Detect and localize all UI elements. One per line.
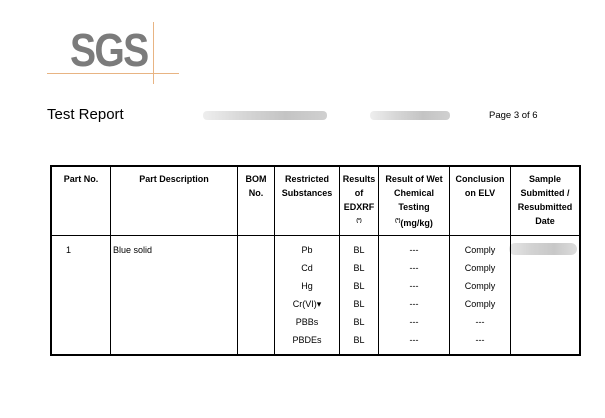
wet-label: Result of Wet Chemical Testing [385, 174, 443, 212]
col-wet: Result of Wet Chemical Testing (*)(mg/kg) [378, 165, 450, 236]
logo-rule-horizontal [47, 73, 179, 74]
conclusion-value: Comply [464, 245, 496, 255]
substance-value: PBDEs [292, 335, 322, 345]
redacted-date [370, 111, 450, 120]
wet-value: --- [409, 317, 419, 327]
substance-value: Cd [301, 263, 313, 273]
logo-rule-vertical [153, 22, 154, 84]
wet-value: --- [409, 299, 419, 309]
part-no: 1 [50, 235, 111, 355]
sgs-logo: SGS [70, 24, 149, 76]
part-description: Blue solid [110, 235, 238, 355]
wet-value: --- [409, 281, 419, 291]
edxrf-value: BL [353, 299, 365, 309]
page-number: Page 3 of 6 [489, 110, 538, 121]
wet-cell: --- --- --- --- --- --- [378, 235, 450, 355]
col-edxrf: Results of EDXRF (*) [339, 165, 379, 236]
conclusion-value: Comply [464, 299, 496, 309]
redacted-report-number [203, 111, 327, 120]
substance-value: Cr(VI)▾ [292, 299, 322, 309]
substance-value: PBBs [295, 317, 319, 327]
conclusion-cell: Comply Comply Comply Comply --- --- [449, 235, 511, 355]
wet-unit: (mg/kg) [400, 218, 433, 228]
substances-cell: Pb Cd Hg Cr(VI)▾ PBBs PBDEs [274, 235, 340, 355]
col-date: Sample Submitted / Resubmitted Date [510, 165, 581, 236]
conclusion-value: --- [475, 335, 485, 345]
edxrf-value: BL [353, 317, 365, 327]
edxrf-value: BL [353, 281, 365, 291]
edxrf-note: (*) [356, 218, 362, 224]
edxrf-value: BL [353, 263, 365, 273]
results-table: Part No. Part Description BOM No. Restri… [50, 165, 581, 356]
substance-value: Pb [301, 245, 313, 255]
report-title: Test Report [47, 106, 124, 123]
col-part-no: Part No. [50, 165, 111, 236]
wet-note: (*) [395, 218, 401, 224]
edxrf-label: Results of EDXRF [342, 174, 376, 212]
wet-value: --- [409, 263, 419, 273]
wet-value: --- [409, 335, 419, 345]
bom-no [237, 235, 275, 355]
date-cell [509, 235, 580, 355]
col-substances: Restricted Substances [274, 165, 340, 236]
header-row: Part No. Part Description BOM No. Restri… [50, 165, 581, 236]
substance-value: Hg [301, 281, 313, 291]
table-row: 1 Blue solid Pb Cd Hg Cr(VI)▾ PBBs PBDEs BL BL… [50, 235, 580, 355]
edxrf-value: BL [353, 245, 365, 255]
edxrf-value: BL [353, 335, 365, 345]
col-description: Part Description [110, 165, 238, 236]
redacted-date-value [509, 243, 577, 255]
wet-value: --- [409, 245, 419, 255]
col-bom: BOM No. [237, 165, 275, 236]
conclusion-value: Comply [464, 263, 496, 273]
edxrf-cell: BL BL BL BL BL BL [339, 235, 379, 355]
conclusion-value: Comply [464, 281, 496, 291]
col-conclusion: Conclusion on ELV [449, 165, 511, 236]
conclusion-value: --- [475, 317, 485, 327]
